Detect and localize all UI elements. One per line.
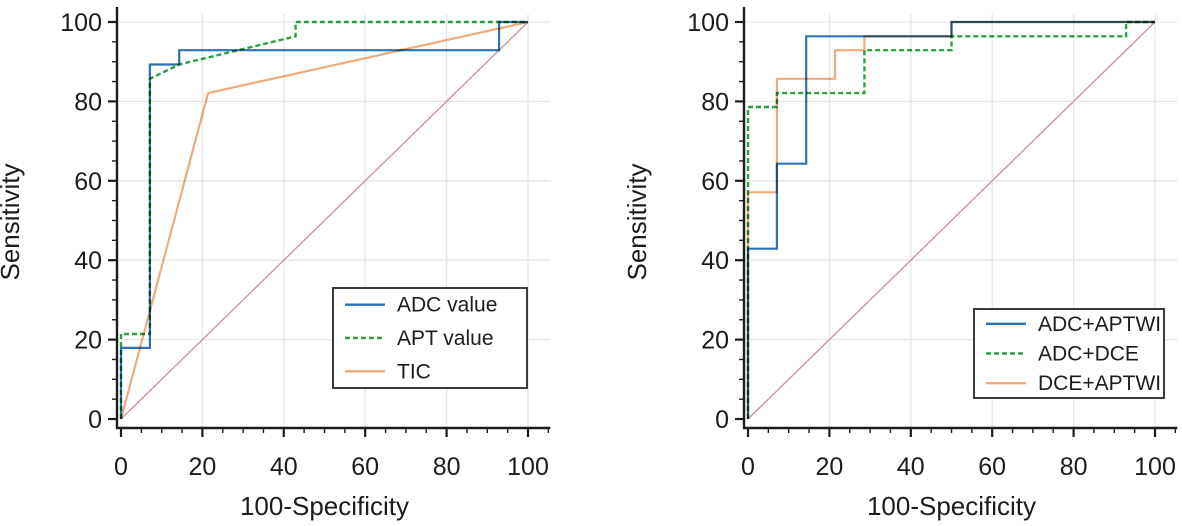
y-tick-label-100: 100 (60, 9, 102, 37)
x-tick-label-20: 20 (815, 453, 843, 481)
legend-item-label: ADC value (397, 294, 497, 317)
legend: ADC+APTWI ADC+DCE DCE+APTWI (973, 308, 1165, 399)
legend-item-tic: TIC (345, 360, 431, 383)
y-tick-label-0: 0 (88, 406, 102, 434)
legend: ADC value APT value TIC (332, 287, 528, 389)
roc-plot-left: 0 20 40 60 80 100 0 20 40 60 80 100 100-Specificity S… (0, 7, 551, 521)
roc-plot-right: 0 20 40 60 80 100 0 20 40 60 80 100 100-Specificity S… (622, 7, 1178, 521)
legend-item-label: DCE+APTWI (1038, 372, 1161, 395)
legend-item-label: ADC+DCE (1038, 343, 1139, 366)
roc-curve-tic (119, 20, 529, 420)
y-tick-label-60: 60 (74, 168, 102, 196)
roc-curve-adc-dce (746, 20, 1155, 419)
y-tick-label-80: 80 (74, 88, 102, 116)
y-tick-label-40: 40 (74, 247, 102, 275)
x-tick-label-40: 40 (897, 453, 925, 481)
x-tick-label-80: 80 (1060, 453, 1088, 481)
x-tick-label-0: 0 (741, 453, 755, 481)
x-tick-label-100: 100 (507, 453, 549, 481)
x-tick-label-80: 80 (433, 453, 461, 481)
roc-curve-dce-aptwi (746, 20, 1155, 419)
y-tick-label-0: 0 (715, 406, 729, 434)
legend-item-dce-aptwi: DCE+APTWI (986, 372, 1161, 395)
gridlines (744, 14, 1178, 428)
reference-diagonal (120, 21, 529, 420)
y-axis-label: Sensitivity (622, 163, 652, 280)
y-tick-label-60: 60 (701, 168, 729, 196)
roc-curve-apt-value (119, 20, 528, 419)
reference-diagonal (747, 21, 1156, 420)
ticks (108, 20, 550, 437)
legend-item-adc-dce: ADC+DCE (986, 343, 1139, 366)
y-tick-label-40: 40 (701, 247, 729, 275)
legend-item-label: APT value (397, 327, 494, 350)
y-tick-label-80: 80 (701, 88, 729, 116)
ticks (735, 20, 1177, 437)
y-axis-label: Sensitivity (0, 163, 25, 280)
x-tick-label-100: 100 (1134, 453, 1176, 481)
legend-item-label: ADC+APTWI (1038, 313, 1161, 336)
axes (742, 7, 1178, 430)
x-tick-label-60: 60 (351, 453, 379, 481)
x-tick-label-20: 20 (188, 453, 216, 481)
legend-item-label: TIC (397, 360, 431, 383)
axes (115, 7, 551, 430)
x-axis-label: 100-Specificity (240, 491, 409, 521)
y-tick-label-100: 100 (687, 9, 729, 37)
legend-item-adc-aptwi: ADC+APTWI (986, 313, 1161, 336)
y-tick-label-20: 20 (74, 327, 102, 355)
x-tick-label-0: 0 (114, 453, 128, 481)
y-tick-label-20: 20 (701, 327, 729, 355)
x-tick-label-60: 60 (978, 453, 1006, 481)
x-tick-label-40: 40 (270, 453, 298, 481)
x-axis-label: 100-Specificity (867, 491, 1036, 521)
legend-item-apt-value: APT value (345, 327, 494, 350)
legend-item-adc-value: ADC value (345, 294, 497, 317)
